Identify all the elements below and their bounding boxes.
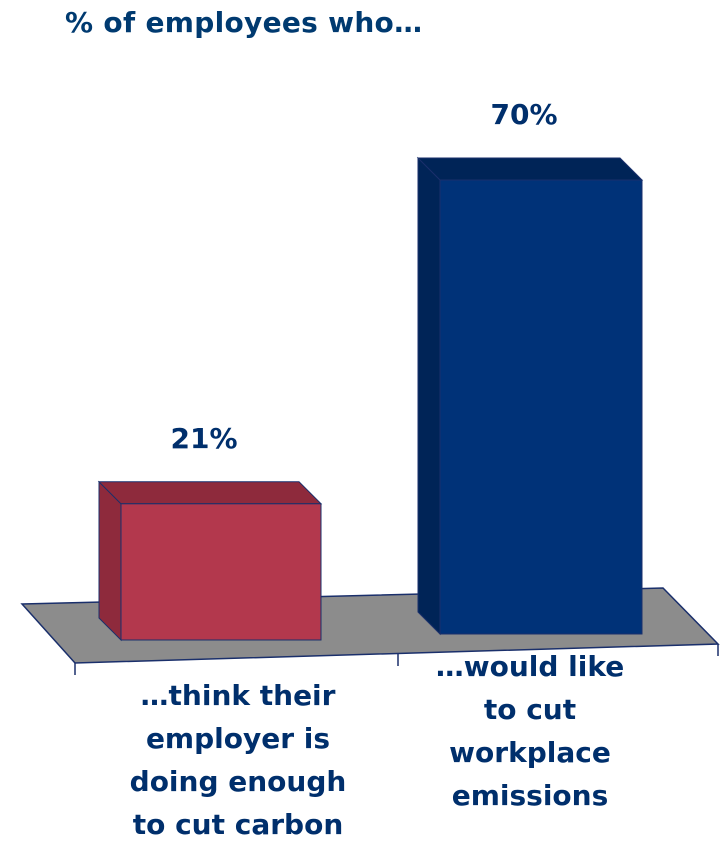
category-label-line: …would like	[435, 650, 625, 683]
bar-top-face	[97, 481, 323, 505]
bar-side-face	[98, 480, 122, 642]
bar-value-label: 21%	[170, 422, 237, 455]
bar-front-face	[439, 179, 643, 635]
category-label-line: workplace	[449, 736, 611, 769]
chart-title: % of employees who…	[65, 6, 423, 39]
x-axis-ticks	[74, 644, 719, 675]
bar-front-face	[120, 503, 322, 641]
bar-2: 70%	[416, 98, 644, 636]
category-label-line: to cut	[483, 693, 577, 726]
bar-side-face	[417, 156, 441, 636]
category-label-line: doing enough	[129, 765, 347, 798]
bar-1: 21%	[97, 422, 323, 642]
category-label-1: …think their employer is doing enough to…	[88, 674, 388, 846]
bar-value-label: 70%	[490, 98, 557, 131]
category-label-line: …think their	[140, 679, 336, 712]
category-label-line: to cut carbon	[132, 808, 344, 841]
category-label-line: emissions	[451, 779, 609, 812]
category-label-line: employer is	[145, 722, 331, 755]
category-label-2: …would like to cut workplace emissions	[380, 645, 680, 817]
bar-top-face	[416, 157, 644, 181]
